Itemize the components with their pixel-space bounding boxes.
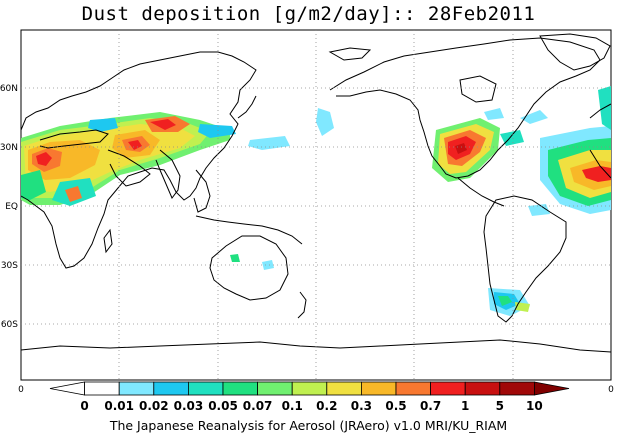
coastline-madagascar (103, 228, 113, 254)
coastline-greenland (539, 33, 611, 71)
coastline-south-america (483, 195, 567, 323)
coastline-north-america (329, 37, 601, 179)
lat-label-eq: EQ (5, 202, 18, 212)
coastline-mediterranean (39, 129, 109, 149)
legend-color-bin (499, 381, 535, 396)
coastline-india (155, 149, 181, 199)
legend-color-bin (153, 381, 189, 396)
latitude-labels: 60N 30N EQ 30S 60S (0, 84, 18, 330)
lat-label-60n: 60N (0, 84, 18, 94)
legend-tick-label: 0.2 (316, 399, 337, 413)
legend-tick-label: 0.3 (351, 399, 372, 413)
legend-tick-label: 0.5 (385, 399, 406, 413)
edge-label-left: 0 (18, 385, 24, 395)
coastline-arabia (107, 149, 151, 187)
coastline-layer (20, 33, 612, 353)
legend-color-bin (118, 381, 155, 396)
coastline-indonesia (195, 215, 303, 245)
legend-tick-labels: 0 0.01 0.02 0.03 0.05 0.07 0.1 0.2 0.3 0.5 0.7 1 5 10 (80, 399, 542, 413)
legend-color-bin (534, 381, 570, 396)
lat-label-30s: 30S (1, 261, 18, 271)
legend-tick-label: 0 (80, 399, 88, 413)
lat-label-60s: 60S (1, 320, 18, 330)
legend-tick-label: 5 (496, 399, 504, 413)
legend-color-bin (395, 381, 431, 396)
legend-color-bin (430, 381, 466, 396)
dust-field-pacific (230, 108, 334, 270)
footer-credit: The Japanese Reanalysis for Aerosol (JRA… (109, 418, 508, 433)
coastline-antarctica (20, 339, 612, 353)
legend-color-bin (257, 381, 293, 396)
legend-color-bin (84, 381, 120, 396)
legend-color-bars (49, 381, 570, 396)
legend-tick-label: 0.03 (174, 399, 204, 413)
legend-tick-label: 10 (526, 399, 543, 413)
legend-tick-label: 1 (461, 399, 469, 413)
legend-color-bin (360, 381, 397, 396)
legend-tick-label: 0.7 (420, 399, 441, 413)
coastline-europe (589, 103, 612, 119)
legend-color-bin (464, 381, 501, 396)
coastline-hudson-bay (459, 75, 497, 103)
legend-tick-label: 0.02 (139, 399, 169, 413)
coastline-australia (209, 235, 289, 301)
legend-color-bin (291, 381, 328, 396)
map-title: Dust deposition [g/m2/day]:: 28Feb2011 (81, 3, 536, 25)
edge-label-right: 0 (608, 385, 614, 395)
coastline-southeast-asia (193, 169, 211, 213)
coastline-west-africa (589, 149, 612, 179)
dust-field-north-america (432, 108, 548, 182)
legend-tick-label: 0.01 (104, 399, 134, 413)
legend-tick-label: 0.07 (243, 399, 273, 413)
legend-color-bin (222, 381, 258, 396)
coastline-arctic-islands (328, 47, 372, 61)
coastline-new-zealand (297, 291, 307, 319)
coastline-africa-eurasia (20, 51, 257, 269)
coastline-japan (237, 95, 257, 119)
legend-tick-label: 0.1 (282, 399, 303, 413)
lat-label-30n: 30N (0, 143, 18, 153)
legend-color-bin (187, 381, 224, 396)
legend-color-bin (49, 381, 85, 396)
legend-color-bin (326, 381, 362, 396)
dust-field-layer (21, 86, 611, 316)
dust-field-south-america (488, 288, 530, 316)
coastline-central-america (457, 177, 505, 207)
legend-tick-label: 0.05 (208, 399, 238, 413)
dust-field-north-africa-asia (21, 112, 236, 206)
